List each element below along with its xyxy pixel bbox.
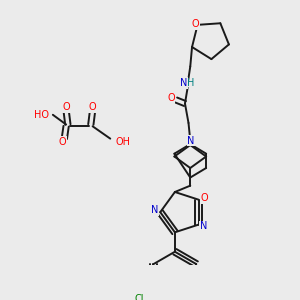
Text: HO: HO xyxy=(34,110,49,120)
Text: O: O xyxy=(192,19,200,29)
Text: O: O xyxy=(62,102,70,112)
Text: O: O xyxy=(167,93,175,103)
Text: N: N xyxy=(188,136,195,146)
Text: O: O xyxy=(201,193,208,203)
Text: OH: OH xyxy=(116,137,130,147)
Text: O: O xyxy=(59,137,66,147)
Text: O: O xyxy=(89,102,96,112)
Text: Cl: Cl xyxy=(135,294,144,300)
Text: H: H xyxy=(188,78,195,88)
Text: N: N xyxy=(151,206,159,215)
Text: N: N xyxy=(200,221,208,231)
Text: N: N xyxy=(179,78,187,88)
